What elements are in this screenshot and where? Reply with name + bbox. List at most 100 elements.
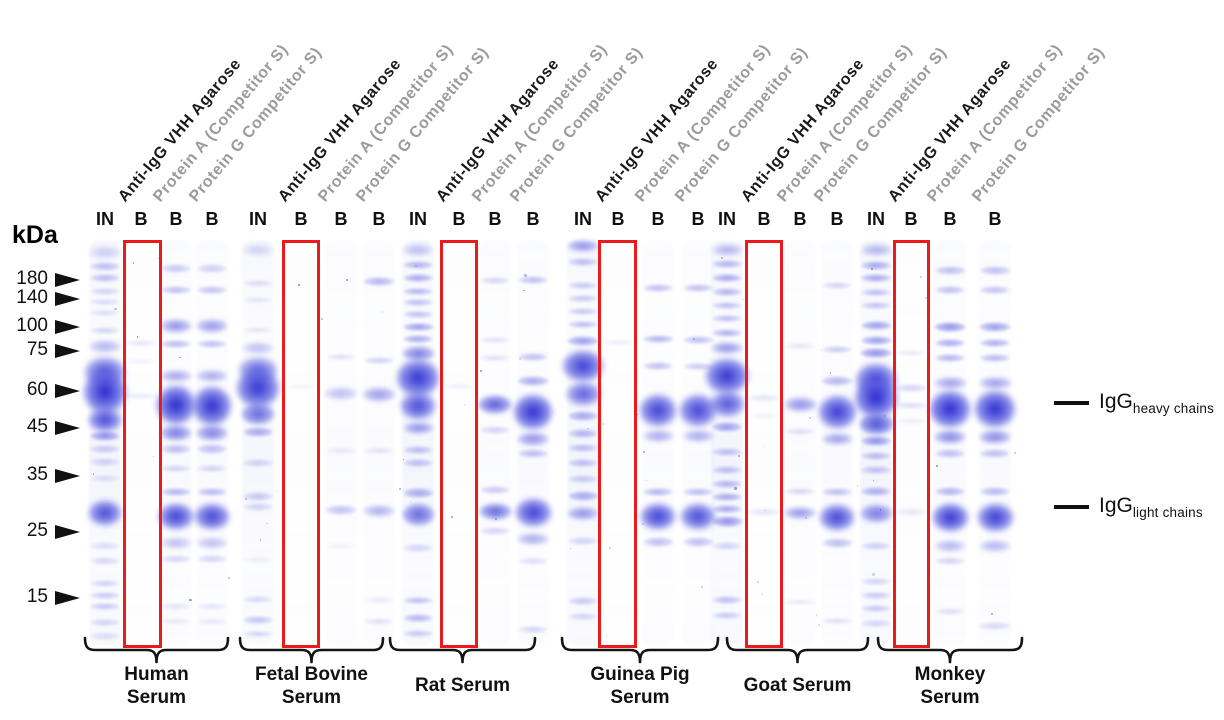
gel-speckle (920, 275, 923, 278)
gel-band (822, 618, 852, 624)
gel-band (935, 354, 965, 362)
gel-band (568, 428, 598, 438)
gel-band (682, 537, 714, 547)
gel-band (861, 274, 891, 282)
gel-band (326, 446, 356, 454)
gel-band (861, 591, 891, 599)
gel-band (403, 274, 433, 282)
gel-speckle (495, 518, 498, 521)
gel-band (861, 542, 891, 550)
gel-band (402, 422, 434, 434)
gel-band (161, 444, 191, 454)
gel-band (568, 444, 598, 452)
gel-band (861, 288, 891, 296)
kda-marker-arrow-icon (55, 525, 80, 539)
gel-band (712, 466, 742, 474)
serum-label-line: Monkey (914, 664, 986, 685)
kda-marker-label: 15 (26, 586, 48, 607)
gel-band (712, 505, 742, 513)
gel-band (242, 342, 274, 354)
gel-band (568, 411, 598, 421)
gel-band (819, 503, 855, 531)
gel-band (90, 326, 120, 334)
gel-band (861, 436, 891, 446)
gel-lane (895, 240, 927, 645)
igg-light-chains-label: IgGlight chains (1099, 494, 1203, 520)
gel-band (478, 502, 512, 520)
serum-label-line: Fetal Bovine (255, 664, 368, 685)
gel-band (160, 370, 192, 382)
igg-text: IgG (1099, 390, 1133, 413)
gel-speckle (870, 267, 874, 270)
gel-band (403, 446, 433, 454)
gel-band (401, 345, 435, 361)
gel-lane (821, 240, 853, 645)
gel-band (90, 474, 120, 482)
gel-band (160, 319, 192, 333)
gel-band (933, 377, 967, 389)
gel-speckle (829, 372, 832, 374)
gel-band (197, 286, 227, 294)
gel-band (89, 245, 121, 259)
kda-marker-label: 140 (16, 287, 48, 308)
gel-band (403, 244, 433, 256)
gel-band (197, 464, 227, 472)
gel-band (363, 505, 395, 517)
gel-band (326, 543, 356, 549)
gel-band (979, 430, 1011, 444)
gel-lane (443, 240, 475, 645)
lane-header: B (651, 209, 665, 229)
gel-speckle (414, 265, 418, 268)
gel-band (514, 497, 552, 527)
gel-speckle (189, 598, 192, 601)
heavy-chains-subscript: heavy chains (1132, 401, 1215, 416)
gel-band (748, 508, 780, 516)
gel-band (568, 459, 598, 467)
gel-band (712, 314, 742, 322)
gel-lane (325, 240, 357, 645)
gel-band (243, 491, 273, 501)
gel-speckle (925, 296, 928, 299)
gel-band (682, 336, 714, 344)
gel-band (568, 294, 598, 302)
gel-band (860, 320, 892, 330)
kda-marker-arrow-icon (55, 421, 80, 435)
gel-speckle (641, 522, 644, 526)
gel-band (859, 503, 893, 523)
serum-label: Fetal Bovine Serum (217, 663, 407, 709)
gel-lane (479, 240, 511, 645)
kda-marker-label: 180 (16, 268, 48, 289)
gel-band (197, 340, 227, 348)
gel-band (785, 487, 815, 495)
gel-band (90, 591, 120, 599)
serum-label: Human Serum (62, 663, 252, 709)
gel-lane (242, 240, 274, 645)
gel-band (894, 384, 928, 392)
gel-band (243, 616, 273, 624)
gel-speckle (991, 612, 994, 615)
gel-band (90, 602, 120, 610)
gel-speckle (132, 262, 135, 264)
gel-speckle (601, 422, 604, 426)
gel-band (402, 323, 434, 331)
lane-header: B (294, 209, 308, 229)
gel-lane (682, 240, 714, 645)
gel-band (243, 297, 273, 303)
gel-speckle (451, 515, 453, 518)
gel-band (403, 596, 433, 604)
gel-band (935, 448, 965, 458)
gel-band (243, 557, 273, 563)
gel-speckle (692, 338, 695, 341)
kda-marker-arrow-icon (55, 469, 80, 483)
gel-band (196, 319, 228, 333)
gel-lane (711, 240, 743, 645)
kda-marker-arrow-icon (55, 344, 80, 358)
gel-band (817, 395, 857, 429)
gel-speckle (734, 487, 737, 490)
gel-band (861, 466, 891, 474)
gel-band (568, 258, 598, 266)
lane-header: B (205, 209, 219, 229)
gel-band (639, 393, 677, 427)
gel-speckle (701, 586, 703, 588)
gel-band (861, 619, 891, 627)
